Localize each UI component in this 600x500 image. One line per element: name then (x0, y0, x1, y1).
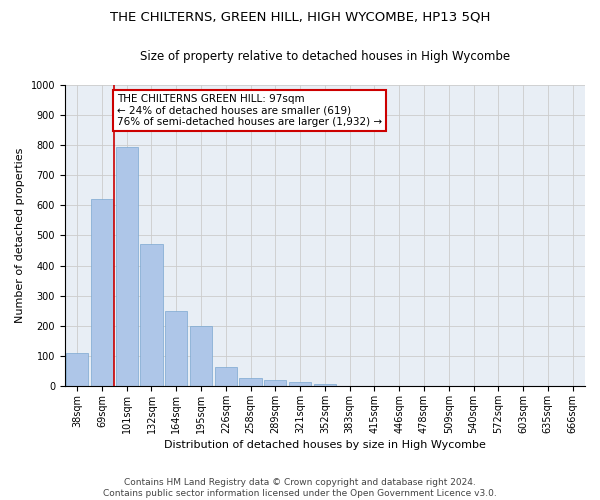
Bar (289, 382, 311, 386)
Bar (239, 378, 262, 386)
Bar (66, 353, 88, 386)
Bar (190, 326, 212, 386)
X-axis label: Distribution of detached houses by size in High Wycombe: Distribution of detached houses by size … (164, 440, 486, 450)
Text: THE CHILTERNS GREEN HILL: 97sqm
← 24% of detached houses are smaller (619)
76% o: THE CHILTERNS GREEN HILL: 97sqm ← 24% of… (117, 94, 382, 127)
Bar (91, 200, 113, 386)
Bar (215, 368, 237, 386)
Bar (116, 146, 138, 386)
Bar (165, 310, 187, 386)
Bar (264, 380, 286, 386)
Title: Size of property relative to detached houses in High Wycombe: Size of property relative to detached ho… (140, 50, 510, 63)
Text: THE CHILTERNS, GREEN HILL, HIGH WYCOMBE, HP13 5QH: THE CHILTERNS, GREEN HILL, HIGH WYCOMBE,… (110, 10, 490, 23)
Bar (140, 244, 163, 386)
Text: Contains HM Land Registry data © Crown copyright and database right 2024.
Contai: Contains HM Land Registry data © Crown c… (103, 478, 497, 498)
Y-axis label: Number of detached properties: Number of detached properties (15, 148, 25, 323)
Bar (314, 384, 336, 386)
